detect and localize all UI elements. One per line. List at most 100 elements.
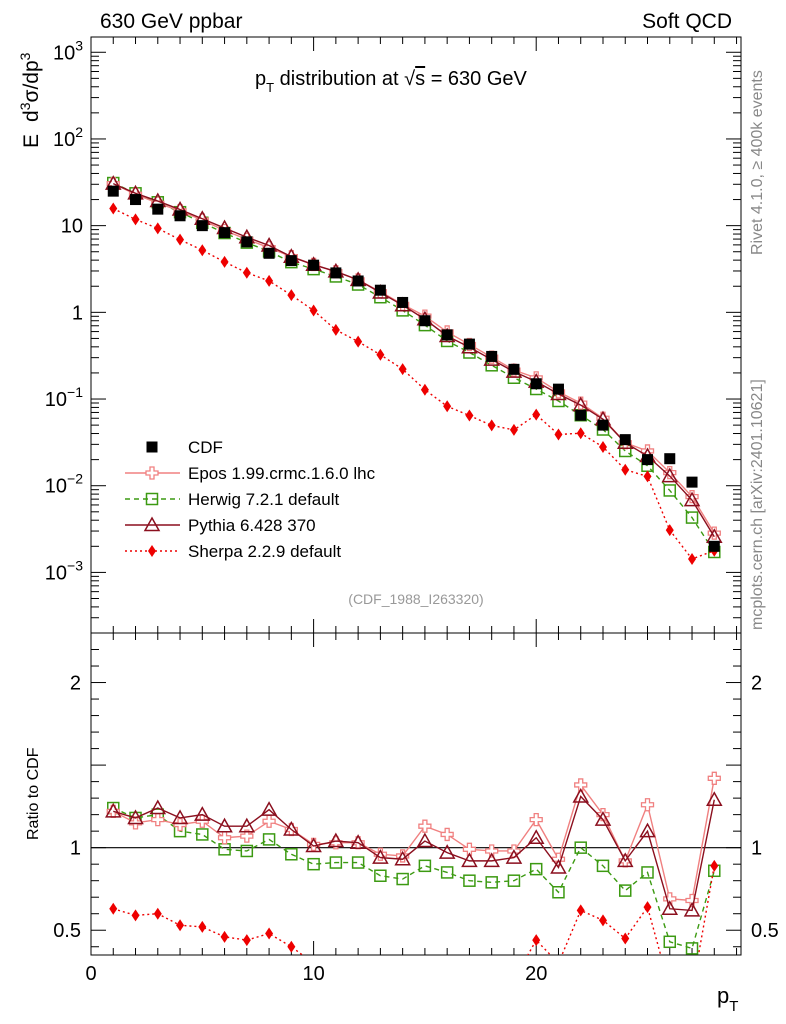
- ratio-point-1: [574, 841, 587, 854]
- ratio-point-1: [307, 857, 320, 871]
- series-point-3: [398, 363, 407, 376]
- data-point: [241, 236, 253, 248]
- series-point-1: [663, 484, 677, 497]
- data-point: [352, 275, 364, 287]
- legend-marker: [145, 466, 159, 480]
- y-tick-label: 103: [53, 37, 83, 64]
- ratio-point-2: [260, 801, 278, 816]
- ratio-point-3: [465, 982, 473, 994]
- ratio-plot-frame: [90, 632, 742, 956]
- series-point-3: [643, 470, 652, 483]
- data-point: [263, 247, 275, 259]
- ratio-point-0: [418, 819, 432, 833]
- ylabel-mid: σ/dp: [20, 60, 43, 102]
- series-point-3: [131, 213, 140, 226]
- ratio-point-2: [127, 809, 144, 825]
- ratio-point-0: [529, 812, 543, 827]
- ratio-point-0: [373, 847, 388, 861]
- series-point-3: [309, 304, 318, 317]
- ratio-point-3: [666, 982, 674, 994]
- ratio-point-0: [173, 817, 187, 832]
- ratio-y-tick-label: 2: [70, 673, 81, 695]
- ratio-point-0: [707, 771, 721, 785]
- data-point: [152, 203, 164, 215]
- ratio-point-2: [171, 809, 189, 825]
- ratio-point-3: [710, 859, 719, 872]
- y-tick-label: 10: [61, 216, 83, 238]
- ratio-point-2: [394, 850, 411, 866]
- ratio-point-2: [639, 822, 656, 838]
- series-point-2: [661, 467, 679, 483]
- ratio-point-3: [510, 974, 518, 986]
- data-point: [441, 329, 453, 341]
- legend-label: CDF: [188, 438, 223, 457]
- ratio-point-1: [351, 856, 365, 869]
- series-line-2: [112, 183, 715, 538]
- ratio-point-3: [220, 930, 229, 943]
- ratio-point-1: [485, 876, 498, 889]
- ratio-point-2: [104, 802, 122, 818]
- ratio-point-3: [532, 934, 541, 947]
- legend-marker: [148, 545, 156, 557]
- y-tick-label: 1: [72, 302, 83, 324]
- y-tick-base: 1: [72, 302, 83, 324]
- ratio-point-3: [109, 902, 118, 915]
- ratio-point-0: [440, 827, 454, 842]
- series-point-3: [376, 348, 385, 361]
- ratio-point-0: [262, 814, 276, 828]
- ratio-point-1: [596, 859, 610, 873]
- data-point: [285, 255, 297, 267]
- ratio-y-axis-label: Ratio to CDF: [25, 747, 42, 840]
- ratio-line-0: [112, 778, 715, 902]
- series-point-3: [176, 233, 185, 246]
- series-line-1: [112, 182, 715, 553]
- ratio-point-2: [461, 852, 478, 868]
- ratio-point-1: [507, 874, 521, 887]
- analysis-id-label: (CDF_1988_I263320): [348, 591, 483, 607]
- ratio-point-1: [463, 874, 476, 887]
- series-point-0: [707, 526, 721, 540]
- y-tick-exponent: 2: [75, 124, 83, 140]
- data-point: [597, 419, 609, 431]
- series-point-1: [685, 511, 699, 524]
- ratio-point-2: [550, 858, 567, 874]
- ratio-point-2: [216, 817, 233, 833]
- ratio-point-0: [151, 812, 165, 827]
- rivet-version-label: Rivet 4.1.0, ≥ 400k events: [749, 70, 766, 255]
- legend-label: Sherpa 2.2.9 default: [188, 542, 341, 561]
- series-point-3: [665, 524, 674, 537]
- ratio-point-2: [305, 837, 322, 853]
- y-tick-label: 10−2: [45, 471, 83, 498]
- ratio-point-3: [576, 904, 585, 917]
- ratio-point-2: [661, 900, 679, 916]
- legend-label: Pythia 6.428 370: [188, 516, 316, 535]
- collision-label: 630 GeV ppbar: [100, 10, 242, 33]
- ratio-point-1: [396, 872, 409, 886]
- series-point-3: [554, 428, 563, 441]
- ratio-point-2: [706, 791, 723, 807]
- y-tick-label: 102: [53, 124, 83, 151]
- series-point-3: [688, 552, 697, 565]
- ratio-point-1: [641, 866, 654, 879]
- ratio-point-2: [238, 817, 256, 833]
- ratio-point-2: [327, 832, 345, 848]
- series-point-3: [109, 202, 118, 215]
- ratio-series: [104, 771, 723, 994]
- x-tick-label: 0: [85, 963, 96, 985]
- series-point-3: [465, 409, 474, 422]
- series-point-3: [532, 408, 541, 421]
- ratio-point-1: [374, 869, 387, 882]
- y-tick-label: 10−3: [45, 557, 83, 584]
- y-tick-base: 10: [61, 216, 83, 238]
- series-point-3: [420, 383, 429, 396]
- data-point: [219, 227, 231, 239]
- data-point: [419, 315, 431, 327]
- series-point-3: [354, 335, 363, 348]
- ratio-point-1: [552, 886, 565, 899]
- data-point: [174, 210, 186, 222]
- ratio-point-2: [438, 844, 456, 859]
- series-point-3: [598, 440, 607, 453]
- ratio-y-tick-label-right: 0.5: [751, 920, 779, 942]
- ratio-point-1: [685, 942, 699, 955]
- series-point-3: [153, 222, 162, 235]
